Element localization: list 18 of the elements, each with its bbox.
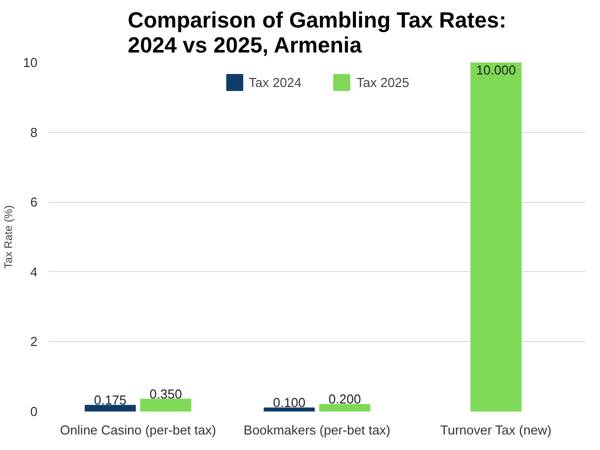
y-tick-label: 10 <box>23 55 38 70</box>
x-tick-label: Bookmakers (per-bet tax) <box>244 422 390 438</box>
y-tick-label: 0 <box>30 404 38 419</box>
legend-label: Tax 2024 <box>248 74 302 90</box>
data-label: 0.350 <box>149 386 182 402</box>
y-tick-label: 4 <box>30 264 38 280</box>
y-tick-label: 8 <box>30 124 38 140</box>
data-label: 0.200 <box>328 392 362 407</box>
chart-title: Comparison of Gambling Tax Rates: 2024 vs 2025, Armenia <box>128 8 506 58</box>
y-axis-title: Tax Rate (%) <box>3 205 16 269</box>
data-label: 0.100 <box>272 395 306 410</box>
x-tick-label: Turnover Tax (new) <box>440 422 552 438</box>
data-label: 0.175 <box>94 392 127 408</box>
y-tick-label: 2 <box>30 334 38 350</box>
data-label: 10.000 <box>476 62 516 78</box>
legend-label: Tax 2025 <box>356 74 410 90</box>
y-tick-label: 6 <box>30 194 38 210</box>
x-tick-label: Online Casino (per-bet tax) <box>60 422 216 438</box>
